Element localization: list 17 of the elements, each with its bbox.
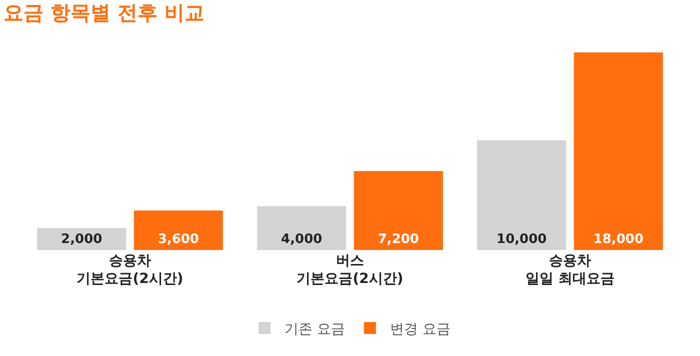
data-label: 18,000 xyxy=(593,232,644,247)
data-label: 4,000 xyxy=(281,232,322,247)
legend-label: 기존 요금 xyxy=(284,321,345,338)
x-tick-label: 승용차 기본요금(2시간) xyxy=(76,253,184,288)
bar xyxy=(354,170,443,250)
data-label: 3,600 xyxy=(158,232,199,247)
bar xyxy=(134,210,223,250)
data-label: 7,200 xyxy=(378,232,419,247)
chart-title: 요금 항목별 전후 비교 xyxy=(4,0,204,24)
data-label: 10,000 xyxy=(496,232,547,247)
x-tick-label: 승용차 일일 최대요금 xyxy=(526,253,614,288)
x-tick-label: 버스 기본요금(2시간) xyxy=(296,253,404,288)
bar xyxy=(257,206,346,250)
bar xyxy=(477,140,566,250)
data-label: 2,000 xyxy=(61,232,102,247)
bar xyxy=(574,52,663,250)
legend-label: 변경 요금 xyxy=(390,321,450,338)
